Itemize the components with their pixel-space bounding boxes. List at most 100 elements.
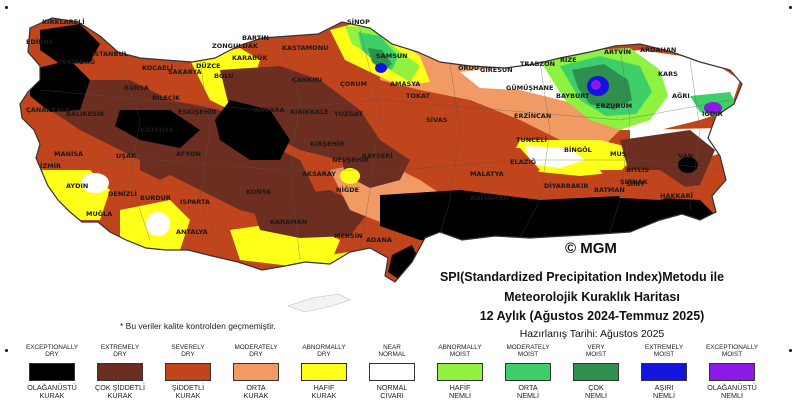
city-labels: KIRKLARELİEDİRNETEKİRDAĞİSTANBULKOCAELİS… xyxy=(26,17,723,244)
corner-dot xyxy=(5,349,8,352)
city-label: AFYON xyxy=(176,150,201,158)
legend-item: MODERATELY MOIST ORTA NEMLİ xyxy=(496,342,560,400)
city-label: MERSİN xyxy=(334,231,362,240)
city-label: ÇANKIRI xyxy=(292,76,322,84)
copyright-mark: © MGM xyxy=(565,240,617,257)
title-line-3: 12 Aylık (Ağustos 2024-Temmuz 2025) xyxy=(479,309,705,323)
city-label: SİİRT xyxy=(626,179,645,188)
city-label: EDİRNE xyxy=(26,37,53,46)
corner-dot xyxy=(789,6,792,9)
city-label: KARS xyxy=(658,70,678,78)
legend-turkish-label: ORTA KURAK xyxy=(243,383,269,400)
city-label: SİNOP xyxy=(347,17,370,26)
city-label: ÇANAKKALE xyxy=(26,106,70,114)
city-label: BURSA xyxy=(124,84,149,92)
city-label: VAN xyxy=(678,152,693,160)
city-label: BOLU xyxy=(214,72,234,80)
legend-item: EXCEPTIONALLY DRY OLAĞANÜSTÜ KURAK xyxy=(20,342,84,400)
city-label: YOZGAT xyxy=(333,110,364,118)
city-label: AMASYA xyxy=(390,80,420,88)
city-label: IĞDIR xyxy=(702,109,723,118)
legend-english-label: EXTREMELY MOIST xyxy=(644,344,684,358)
city-label: KOCAELİ xyxy=(142,63,173,72)
city-label: ISPARTA xyxy=(180,198,210,206)
legend-item: VERY MOIST ÇOK NEMLİ xyxy=(564,342,628,400)
corner-dot xyxy=(5,6,8,9)
city-label: AYDIN xyxy=(66,182,88,190)
city-label: ORDU xyxy=(458,64,479,72)
city-label: BİNGÖL xyxy=(564,145,592,154)
city-label: MANİSA xyxy=(54,149,83,158)
legend-english-label: MODERATELY DRY xyxy=(234,344,278,358)
legend-turkish-label: OLAĞANÜSTÜ NEMLİ xyxy=(707,383,757,400)
city-label: MUŞ xyxy=(610,150,627,158)
legend-swatch xyxy=(641,363,687,381)
city-label: AĞRI xyxy=(672,91,690,100)
legend-swatch xyxy=(369,363,415,381)
city-label: ADIYAMAN xyxy=(470,194,509,202)
city-label: TRABZON xyxy=(520,60,555,68)
city-label: TEKİRDAĞ xyxy=(58,57,95,66)
city-label: İZMİR xyxy=(40,161,61,170)
legend-item: ABNORMALLY DRY HAFİF KURAK xyxy=(292,342,356,400)
city-label: TOKAT xyxy=(406,92,431,100)
legend-turkish-label: ÇOK NEMLİ xyxy=(585,383,607,400)
legend-item: ABNORMALLY MOIST HAFİF NEMLİ xyxy=(428,342,492,400)
city-label: BURDUR xyxy=(140,194,171,202)
legend-swatch xyxy=(97,363,143,381)
city-label: NİĞDE xyxy=(336,185,359,194)
legend-english-label: SEVERELY DRY xyxy=(171,344,205,358)
city-label: KARABÜK xyxy=(232,53,268,62)
legend-swatch xyxy=(709,363,755,381)
legend-turkish-label: HAFİF KURAK xyxy=(311,383,337,400)
city-label: AKSARAY xyxy=(302,170,336,178)
city-label: ZONGULDAK xyxy=(212,42,259,50)
city-label: TUNCELİ xyxy=(516,135,547,144)
city-label: GÜMÜŞHANE xyxy=(506,83,553,92)
legend-item: MODERATELY DRY ORTA KURAK xyxy=(224,342,288,400)
city-label: KIRŞEHİR xyxy=(310,139,344,148)
quality-control-note: * Bu veriler kalite kontrolden geçmemişt… xyxy=(120,321,276,331)
city-label: DİYARBAKIR xyxy=(544,181,588,190)
legend-turkish-label: OLAĞANÜSTÜ KURAK xyxy=(27,383,77,400)
legend-swatch xyxy=(165,363,211,381)
legend-turkish-label: HAFİF NEMLİ xyxy=(449,383,471,400)
city-label: BAYBURT xyxy=(556,92,590,100)
city-label: ADANA xyxy=(366,236,392,244)
city-label: HAKKARİ xyxy=(660,191,693,200)
city-label: KAYSERİ xyxy=(362,151,393,160)
city-label: BALIKESİR xyxy=(66,109,104,118)
title-line-2: Meteorolojik Kuraklık Haritası xyxy=(504,290,680,304)
city-label: BARTIN xyxy=(242,34,269,42)
city-label: DÜZCE xyxy=(196,61,221,70)
legend-swatch xyxy=(29,363,75,381)
legend-swatch xyxy=(301,363,347,381)
city-label: MUĞLA xyxy=(86,209,112,218)
city-label: ESKİŞEHİR xyxy=(178,107,217,116)
legend-english-label: NEAR NORMAL xyxy=(378,344,406,358)
city-label: SİVAS xyxy=(426,115,448,124)
city-label: ERZURUM xyxy=(596,102,632,110)
city-label: UŞAK xyxy=(116,152,137,160)
city-label: MALATYA xyxy=(470,170,504,178)
city-label: GİRESUN xyxy=(480,65,513,74)
legend-item: SEVERELY DRY ŞİDDETLİ KURAK xyxy=(156,342,220,400)
city-label: KIRIKKALE xyxy=(290,108,329,116)
legend-turkish-label: ŞİDDETLİ KURAK xyxy=(171,383,205,400)
drought-legend: EXCEPTIONALLY DRY OLAĞANÜSTÜ KURAK EXTREMELY… xyxy=(0,342,800,414)
city-label: ANTALYA xyxy=(176,228,208,236)
city-label: NEVŞEHİR xyxy=(332,155,369,164)
city-label: ARTVİN xyxy=(604,47,631,56)
legend-item: EXTREMELY MOIST AŞIRI NEMLİ xyxy=(632,342,696,400)
city-label: KARAMAN xyxy=(270,218,307,226)
city-label: ARDAHAN xyxy=(640,46,676,54)
city-label: KONYA xyxy=(246,188,271,196)
preparation-date: Hazırlanış Tarihi: Ağustos 2025 xyxy=(519,328,665,340)
city-label: ANKARA xyxy=(254,106,285,114)
city-label: KIRKLARELİ xyxy=(42,17,85,26)
legend-turkish-label: ÇOK ŞİDDETLİ KURAK xyxy=(95,383,145,400)
city-label: BİLECİK xyxy=(152,93,181,102)
legend-english-label: VERY MOIST xyxy=(585,344,607,358)
legend-item: EXTREMELY DRY ÇOK ŞİDDETLİ KURAK xyxy=(88,342,152,400)
legend-english-label: ABNORMALLY DRY xyxy=(302,344,346,358)
